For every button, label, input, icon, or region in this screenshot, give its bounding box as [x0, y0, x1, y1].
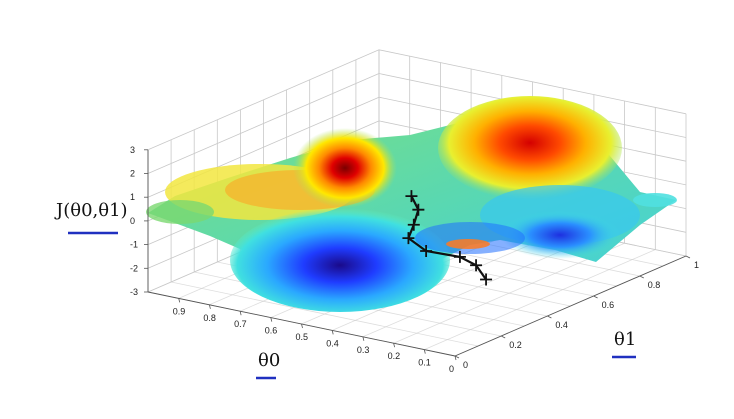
theta0-tick-mark [209, 304, 211, 309]
gradient-descent-path [402, 190, 493, 286]
theta0-axis-ticks: 0.9 0.8 0.7 0.6 0.5 0.4 0.3 0.2 0.1 0 [173, 298, 457, 374]
theta0-axis-label: θ0 [258, 350, 280, 371]
theta0-tick-label: 0.5 [296, 332, 309, 342]
theta1-tick-mark [685, 255, 691, 259]
cost-surface [146, 96, 677, 312]
z-tick-label: 1 [130, 192, 135, 202]
z-axis-label: J(θ0,θ1) [54, 200, 128, 221]
theta1-tick-label: 0.8 [648, 280, 661, 290]
theta0-tick-mark [331, 330, 334, 335]
theta1-tick-mark [639, 275, 644, 279]
theta0-tick-mark [423, 349, 426, 354]
theta0-tick-mark [454, 355, 457, 361]
theta0-tick-mark [178, 298, 181, 303]
theta1-tick-mark [454, 355, 460, 359]
theta0-tick-label: 0 [449, 364, 454, 374]
theta1-tick-label: 0.6 [602, 300, 615, 310]
theta1-tick-label: 1 [694, 260, 699, 270]
theta0-tick-label: 0.7 [234, 319, 247, 329]
theta0-tick-label: 0.3 [357, 345, 370, 355]
theta1-axis-label: θ1 [614, 329, 636, 350]
descent-step-marker [412, 203, 425, 216]
descent-step-marker [407, 218, 420, 231]
theta0-tick-mark [270, 317, 273, 322]
valley-main [230, 208, 450, 312]
valley-right [500, 211, 620, 259]
z-tick-label: -2 [130, 263, 138, 273]
theta1-tick-mark [593, 295, 598, 299]
descent-step-marker [480, 273, 493, 286]
descent-step-marker [405, 190, 418, 203]
theta1-tick-label: 0 [463, 360, 468, 370]
theta0-tick-mark [301, 323, 303, 329]
theta1-tick-label: 0.4 [555, 320, 568, 330]
peak-right [438, 96, 622, 200]
right-edge-cyan [633, 193, 677, 207]
theta0-tick-label: 0.1 [418, 358, 431, 368]
left-flank-green [146, 200, 214, 224]
descent-step-marker [470, 259, 483, 272]
descent-step-marker [402, 232, 415, 245]
theta0-tick-mark [393, 343, 395, 348]
z-tick-label: 3 [130, 145, 135, 155]
z-tick-label: 2 [130, 169, 135, 179]
theta0-tick-label: 0.9 [173, 306, 186, 316]
theta0-tick-label: 0.4 [326, 338, 339, 348]
valley-center-ridge [415, 222, 525, 254]
theta0-tick-mark [239, 311, 242, 316]
z-axis-ticks: -3 -2 -1 0 1 2 3 [130, 145, 148, 297]
z-tick-label: -3 [130, 287, 138, 297]
theta0-tick-label: 0.2 [388, 351, 401, 361]
theta0-tick-label: 0.6 [265, 326, 278, 336]
theta0-tick-mark [362, 336, 365, 341]
peak-left [293, 128, 397, 208]
z-tick-label: -1 [130, 240, 138, 250]
theta1-axis-ticks: 0 0.2 0.4 0.6 0.8 1 [454, 255, 699, 370]
theta0-tick-label: 0.8 [203, 313, 216, 323]
z-tick-label: 0 [130, 216, 135, 226]
valley-orange-lip [446, 239, 490, 249]
theta1-tick-mark [547, 315, 552, 319]
descent-step-marker [453, 250, 466, 263]
theta1-tick-label: 0.2 [509, 340, 522, 350]
theta1-tick-mark [501, 335, 506, 339]
descent-step-marker [420, 245, 433, 258]
